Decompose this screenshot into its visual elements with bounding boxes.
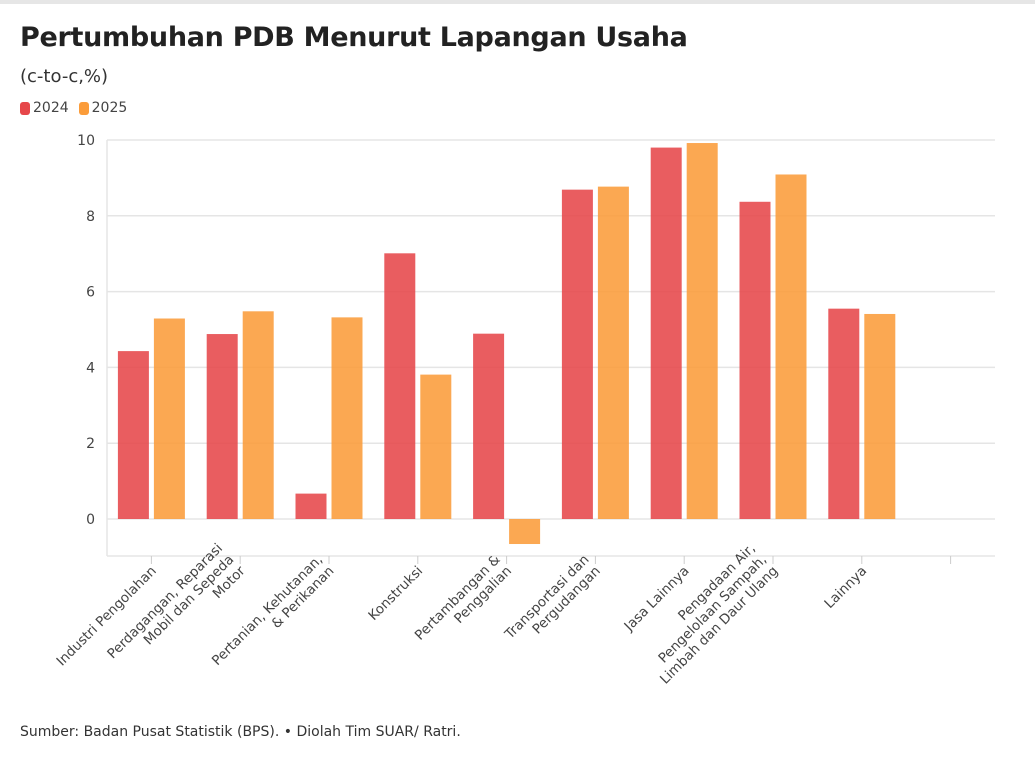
legend-swatch-2024 <box>20 101 30 115</box>
bar-2025-5 <box>597 186 629 519</box>
bar-2024-4 <box>473 333 505 519</box>
legend-label-2025: 2025 <box>91 100 128 116</box>
y-tick-label: 6 <box>86 285 95 301</box>
bar-2024-1 <box>206 334 238 519</box>
legend-label-2024: 2024 <box>33 100 69 116</box>
bar-2025-8 <box>864 313 896 519</box>
x-tick-label: Konstruksi <box>365 563 426 624</box>
y-tick-label: 2 <box>86 436 95 452</box>
chart-title: Pertumbuhan PDB Menurut Lapangan Usaha <box>20 22 688 53</box>
x-tick-label-text: Konstruksi <box>365 563 426 624</box>
x-tick-label: Lainnya <box>821 563 870 612</box>
x-tick-label-text: Jasa Lainnya <box>621 563 693 635</box>
bar-2025-3 <box>420 374 452 519</box>
bar-2025-7 <box>775 174 807 519</box>
x-tick-label-text: Pengadaan Air,Pengelolaan Sampah,Limbah … <box>634 540 781 687</box>
y-tick-label: 8 <box>86 209 95 225</box>
legend-item-2024[interactable]: 2024 <box>20 100 69 116</box>
source-note: Sumber: Badan Pusat Statistik (BPS). • D… <box>20 724 461 740</box>
x-tick-label: Pertambangan &Penggalian <box>412 551 515 654</box>
bar-2024-6 <box>650 147 682 519</box>
bar-2024-3 <box>384 253 416 520</box>
y-tick-label: 10 <box>77 133 95 149</box>
bar-2025-1 <box>242 311 274 519</box>
bar-2024-8 <box>828 308 860 519</box>
x-tick-label: Pengadaan Air,Pengelolaan Sampah,Limbah … <box>634 540 781 687</box>
bar-2024-0 <box>117 351 149 519</box>
chart-subtitle: (c-to-c,%) <box>20 66 109 87</box>
x-tick-label-text: Lainnya <box>821 563 870 612</box>
legend-item-2025[interactable]: 2025 <box>78 100 128 116</box>
top-border <box>0 0 1035 4</box>
x-tick-label: Transportasi danPergudangan <box>501 552 604 655</box>
bar-2025-6 <box>686 143 718 520</box>
bar-2024-7 <box>739 201 771 520</box>
bar-2025-0 <box>153 318 185 519</box>
x-tick-label-text: Perdagangan, ReparasiMobil dan SepedaMot… <box>104 540 249 685</box>
legend-swatch-2025 <box>78 101 89 115</box>
bar-2024-2 <box>295 493 327 519</box>
x-tick-label-text: Pertambangan &Penggalian <box>412 551 515 654</box>
bar-2024-5 <box>561 189 593 520</box>
x-tick-label: Perdagangan, ReparasiMobil dan SepedaMot… <box>104 540 249 685</box>
bar-2025-4 <box>509 519 541 545</box>
y-tick-label: 4 <box>86 360 95 376</box>
legend: 2024 2025 <box>20 100 131 116</box>
y-tick-label: 0 <box>86 512 95 528</box>
x-tick-label-text: Transportasi danPergudangan <box>501 552 604 655</box>
bar-2025-2 <box>331 317 363 519</box>
x-tick-label: Jasa Lainnya <box>621 563 693 635</box>
